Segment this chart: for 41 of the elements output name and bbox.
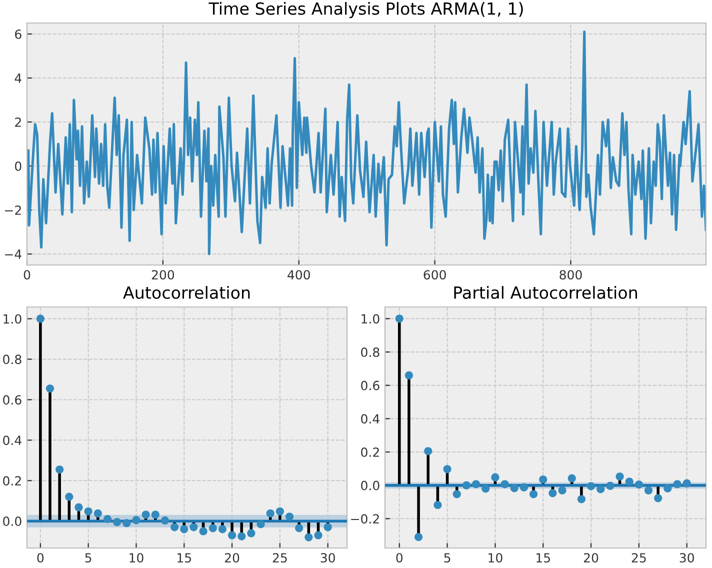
x-tick-label: 200 — [152, 270, 174, 280]
x-tick-label: 25 — [632, 553, 646, 563]
y-tick-label: 0.4 — [3, 436, 22, 446]
x-tick-label: 600 — [424, 270, 446, 280]
x-tick-label: 20 — [224, 553, 240, 563]
y-tick-label: 2 — [15, 117, 21, 127]
x-tick-label: 800 — [560, 270, 582, 280]
x-tick-label: 15 — [178, 553, 191, 563]
x-tick-label: 400 — [288, 270, 310, 280]
y-tick-label: 0.8 — [3, 354, 22, 364]
x-tick-label: 5 — [444, 553, 450, 563]
y-tick-label: 6 — [15, 29, 22, 39]
y-tick-label: 0.2 — [3, 476, 21, 486]
x-tick-label: 30 — [680, 553, 694, 563]
x-tick-label: 0 — [396, 553, 403, 563]
y-tick-label: 0.6 — [361, 380, 380, 390]
x-tick-label: 10 — [488, 553, 502, 563]
y-tick-label: −4 — [5, 250, 22, 259]
y-tick-label: −0.2 — [351, 514, 379, 524]
x-tick-label: 30 — [320, 553, 335, 563]
y-tick-label: 1.0 — [362, 314, 380, 324]
x-tick-label: 25 — [272, 553, 287, 563]
y-tick-label: 0.0 — [361, 480, 380, 490]
y-tick-label: 0.2 — [361, 447, 379, 457]
y-tick-label: 4 — [14, 74, 22, 83]
x-tick-label: 15 — [536, 553, 550, 563]
x-tick-label: 20 — [584, 553, 598, 563]
y-tick-label: 0.8 — [361, 347, 380, 357]
x-tick-label: 10 — [130, 553, 144, 563]
x-tick-label: 5 — [85, 553, 92, 563]
y-tick-label: 0.4 — [361, 414, 380, 424]
y-tick-label: 0 — [15, 161, 22, 171]
y-tick-label: 1.0 — [4, 314, 22, 324]
y-tick-label: 0.0 — [3, 516, 22, 526]
chart-title: Time Series Analysis Plots ARMA(1, 1) — [208, 2, 523, 18]
x-tick-label: 0 — [37, 553, 44, 563]
chart-title: Autocorrelation — [123, 286, 250, 299]
x-tick-label: 0 — [24, 270, 30, 280]
chart-title: Partial Autocorrelation — [454, 286, 637, 299]
y-tick-label: 0.6 — [3, 395, 22, 405]
y-tick-label: −2 — [5, 205, 21, 215]
